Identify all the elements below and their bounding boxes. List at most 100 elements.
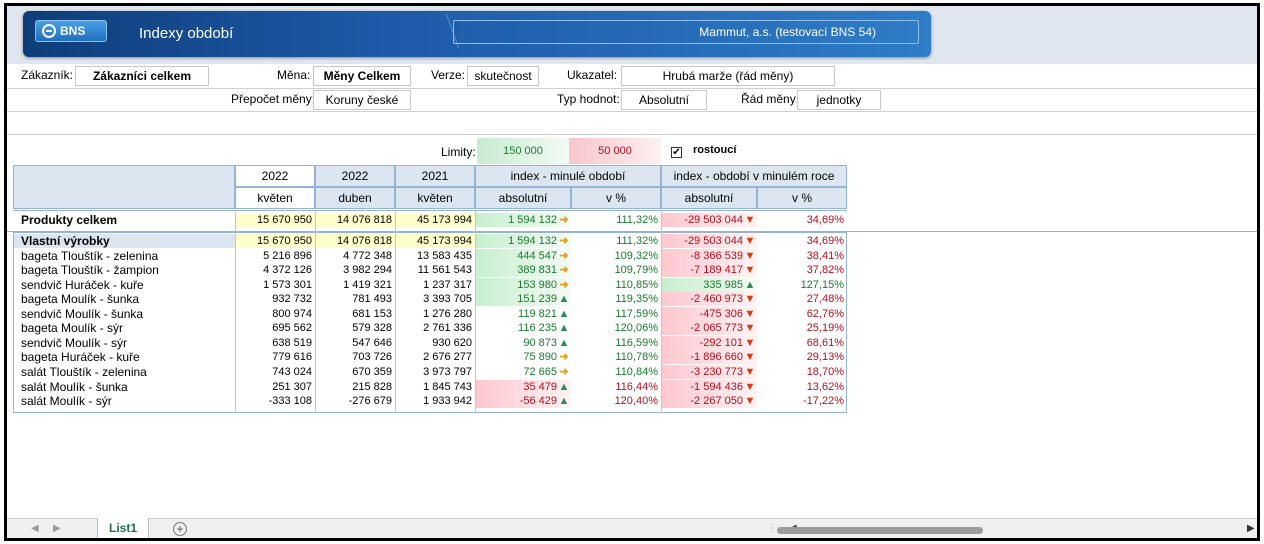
row-name[interactable]: Vlastní výrobky [13,234,235,248]
next-sheet-icon[interactable]: ▶ [53,523,61,534]
index1-absolute[interactable]: 1 594 132 [475,234,571,248]
horizontal-scrollbar[interactable] [777,527,983,534]
cell-value-prev-year[interactable]: 13 583 435 [416,249,472,262]
mena-field[interactable]: Měny Celkem [313,66,411,86]
cell-value-prev-year[interactable]: 1 845 743 [423,380,472,393]
index1-absolute[interactable]: -56 429 [475,394,571,409]
index1-absolute[interactable]: 389 831 [475,263,571,278]
cell-value-current[interactable]: 5 216 896 [263,249,312,262]
cell-value-current[interactable]: 15 670 950 [235,213,315,227]
index2-percent[interactable]: 127,15% [800,278,844,291]
cell-value-prev-year[interactable]: 930 620 [432,336,472,349]
index1-percent[interactable]: 110,84% [615,365,658,378]
cell-value-current[interactable]: 1 573 301 [263,278,312,291]
cell-value-prev-year[interactable]: 1 237 317 [423,278,472,291]
index1-absolute[interactable]: 1 594 132 [475,213,571,227]
index2-absolute[interactable]: -3 230 773 [661,364,757,379]
split-handle-icon[interactable]: ⋮ [767,523,777,534]
row-name[interactable]: sendvič Moulík - sýr [21,335,128,350]
cell-value-current[interactable]: 695 562 [272,322,312,335]
cell-value-prev-year[interactable]: 45 173 994 [395,213,475,227]
cell-value-prev-month[interactable]: 3 982 294 [343,264,392,277]
limit-green[interactable]: 150 000 [477,138,569,164]
cell-value-prev-year[interactable]: 45 173 994 [395,234,475,248]
cell-value-prev-month[interactable]: 703 726 [352,351,392,364]
cell-value-current[interactable]: 4 372 126 [263,264,312,277]
index1-absolute[interactable]: 90 873 [523,336,557,349]
index2-absolute[interactable]: -475 306 [661,306,757,321]
cell-value-current[interactable]: 800 974 [272,307,312,320]
cell-value-prev-month[interactable]: 670 359 [352,365,392,378]
index1-percent[interactable]: 111,32% [616,235,658,247]
index1-percent[interactable]: 116,44% [615,380,658,393]
bns-logo[interactable]: BNS [35,20,107,42]
prev-sheet-icon[interactable]: ◀ [31,523,39,534]
cell-value-prev-year[interactable]: 1 276 280 [423,307,472,320]
index1-absolute[interactable]: 153 980 [475,277,571,292]
index2-percent[interactable]: 34,69% [806,214,844,226]
row-name[interactable]: sendvič Moulík - šunka [21,306,144,321]
cell-value-prev-month[interactable]: 215 828 [352,380,392,393]
cell-value-current[interactable]: 638 519 [272,336,312,349]
index1-percent[interactable]: 117,59% [615,307,658,320]
index1-percent[interactable]: 110,78% [615,351,658,364]
cell-value-prev-month[interactable]: -276 679 [348,395,392,408]
cell-value-current[interactable]: 932 732 [272,293,312,306]
index2-absolute[interactable]: -7 189 417 [661,263,757,278]
index2-percent[interactable]: -17,22% [803,395,844,408]
cell-value-prev-year[interactable]: 3 393 705 [423,293,472,306]
row-name[interactable]: bageta Moulík - šunka [21,292,140,307]
cell-value-prev-month[interactable]: 547 646 [352,336,392,349]
index2-absolute[interactable]: -2 065 773 [661,321,757,336]
index2-absolute[interactable]: -8 366 539 [661,248,757,263]
cell-value-prev-month[interactable]: 14 076 818 [315,213,395,227]
index2-absolute[interactable]: -2 460 973 [661,292,757,307]
index1-absolute[interactable]: 75 890 [523,351,557,364]
index1-absolute[interactable]: 116 235 [518,322,557,335]
ukazatel-field[interactable]: Hrubá marže (řád měny) [621,66,835,86]
index2-absolute[interactable]: -2 267 050 [661,394,757,409]
index2-absolute[interactable]: -29 503 044 [661,234,757,248]
cell-value-prev-month[interactable]: 1 419 321 [343,278,392,291]
verze-field[interactable]: skutečnost [467,66,539,86]
cell-value-prev-month[interactable]: 14 076 818 [315,234,395,248]
index1-percent[interactable]: 111,32% [616,214,658,226]
index2-absolute[interactable]: 335 985 [661,277,757,292]
limit-red[interactable]: 50 000 [569,138,661,164]
index1-absolute[interactable]: 35 479 [475,379,571,394]
cell-value-prev-month[interactable]: 4 772 348 [343,249,392,262]
index2-absolute[interactable]: -292 101 [661,335,757,350]
index2-percent[interactable]: 62,76% [806,307,844,320]
row-name[interactable]: bageta Moulík - sýr [21,321,124,336]
index1-absolute[interactable]: 444 547 [475,248,571,263]
index1-absolute[interactable]: 119 821 [518,307,557,320]
typ-field[interactable]: Absolutní [621,90,707,110]
cell-value-prev-year[interactable]: 1 933 942 [423,395,472,408]
index2-absolute[interactable]: -29 503 044 [661,213,757,227]
row-name[interactable]: salát Moulík - sýr [21,394,112,409]
index2-percent[interactable]: 29,13% [806,351,844,364]
index2-percent[interactable]: 34,69% [806,235,844,247]
index2-percent[interactable]: 68,61% [806,336,844,349]
row-name[interactable]: Produkty celkem [21,213,118,227]
index1-percent[interactable]: 109,32% [614,249,658,262]
index2-absolute[interactable]: -1 896 660 [661,350,757,365]
index1-absolute[interactable]: 72 665 [523,365,557,378]
cell-value-current[interactable]: 743 024 [272,365,312,378]
cell-value-prev-year[interactable]: 2 761 336 [423,322,472,335]
cell-value-prev-year[interactable]: 3 973 797 [423,365,472,378]
cell-value-prev-month[interactable]: 579 328 [352,322,392,335]
index2-percent[interactable]: 13,62% [806,380,844,393]
index2-percent[interactable]: 25,19% [806,322,844,335]
index1-absolute[interactable]: 151 239 [475,292,571,307]
index2-percent[interactable]: 38,41% [806,249,844,262]
row-name[interactable]: bageta Huráček - kuře [21,350,140,365]
add-sheet-icon[interactable]: + [173,522,187,536]
index2-absolute[interactable]: -1 594 436 [661,379,757,394]
index2-percent[interactable]: 27,48% [806,293,844,306]
index2-percent[interactable]: 18,70% [806,365,844,378]
index1-percent[interactable]: 119,35% [615,293,658,306]
prepocet-field[interactable]: Koruny české [313,90,411,110]
index1-percent[interactable]: 120,06% [614,322,658,335]
row-name[interactable]: bageta Tlouštík - žampion [21,263,159,278]
